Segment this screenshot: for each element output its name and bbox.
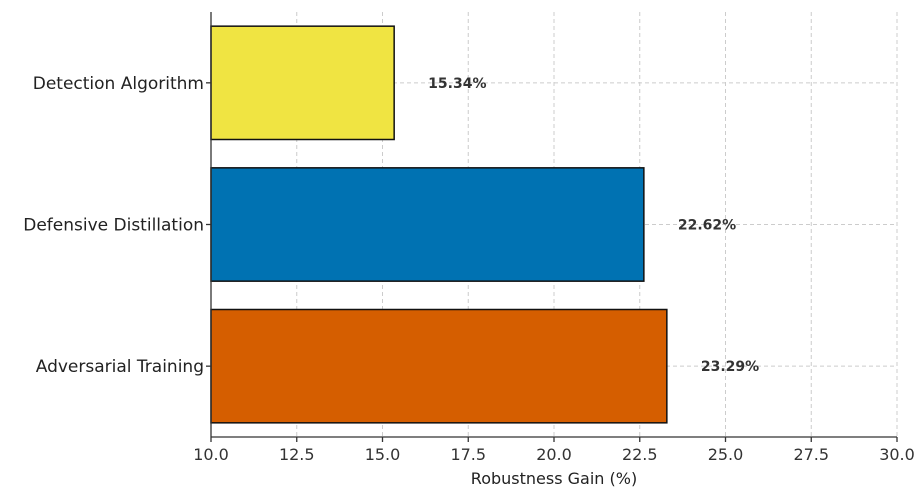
category-label: Detection Algorithm [33,74,204,94]
data-labels: 23.29% 22.62% 15.34% [428,76,759,375]
x-axis-title: Robustness Gain (%) [471,469,637,487]
category-labels: Adversarial Training Defensive Distillati… [23,74,204,377]
bar [210,167,645,282]
x-tick-label: 17.5 [450,445,486,464]
bars [210,25,668,424]
x-tick-labels: 10.0 12.5 15.0 17.5 20.0 22.5 25.0 27.5 30.0 [193,445,915,464]
x-tick-label: 12.5 [279,445,315,464]
category-label: Defensive Distillation [23,216,204,236]
data-label: 22.62% [678,218,736,234]
data-label: 23.29% [701,359,759,375]
data-label: 15.34% [428,76,486,92]
x-tick-label: 27.5 [793,445,829,464]
axes [206,12,898,442]
category-label: Adversarial Training [36,357,204,377]
x-tick-label: 25.0 [708,445,744,464]
x-tick-label: 30.0 [879,445,915,464]
bar [210,25,395,141]
x-tick-label: 10.0 [193,445,229,464]
x-tick-label: 20.0 [536,445,572,464]
bar [210,308,668,424]
x-tick-label: 15.0 [365,445,401,464]
x-tick-label: 22.5 [622,445,658,464]
